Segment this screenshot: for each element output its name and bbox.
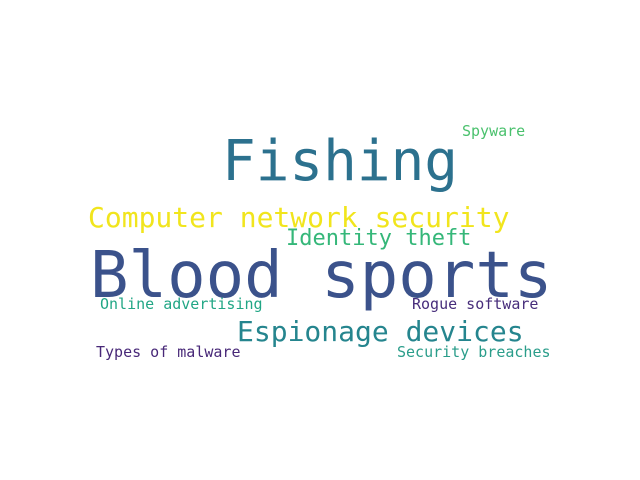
word-fishing: Fishing	[222, 129, 459, 194]
word-espionage-devices: Espionage devices	[237, 315, 524, 348]
word-types-of-malware: Types of malware	[96, 343, 241, 361]
word-spyware: Spyware	[462, 122, 526, 140]
word-blood-sports: Blood sports	[90, 239, 553, 313]
word-security-breaches: Security breaches	[397, 343, 551, 361]
word-computer-network-security: Computer network security	[88, 201, 510, 234]
word-online-advertising: Online advertising	[100, 295, 263, 313]
word-identity-theft: Identity theft	[286, 226, 472, 251]
word-rogue-software: Rogue software	[412, 295, 539, 313]
